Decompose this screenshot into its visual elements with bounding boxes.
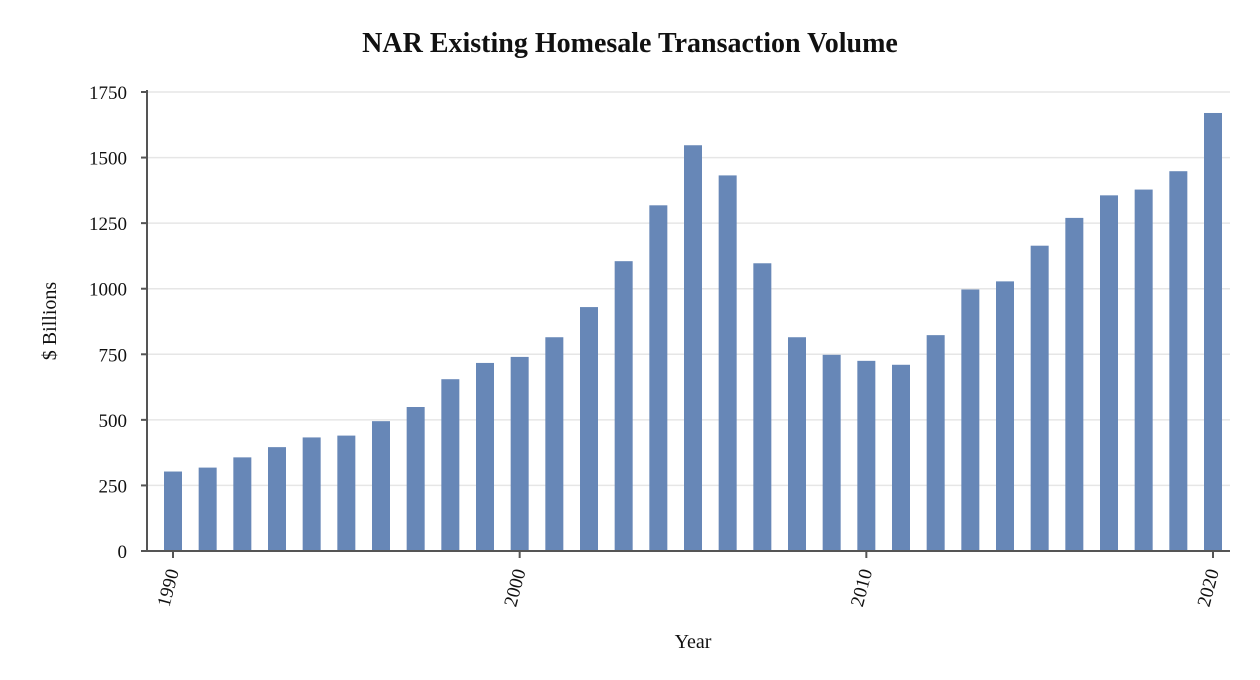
bar-2011: [892, 364, 910, 551]
x-tick-label: 2000: [500, 567, 530, 609]
bar-2017: [1100, 195, 1118, 551]
chart-title: NAR Existing Homesale Transaction Volume: [362, 28, 898, 59]
y-tick-label: 750: [99, 345, 128, 366]
bar-2006: [718, 175, 737, 551]
x-axis-ticks: 1990 2000 2010 2020: [154, 551, 1224, 609]
bar-2000: [510, 356, 529, 551]
bar-2020: [1204, 112, 1222, 552]
bar-1994: [302, 437, 321, 551]
axes: [146, 90, 1230, 552]
bar-2007: [753, 263, 772, 551]
bar-2002: [580, 307, 598, 551]
bar-2016: [1065, 217, 1084, 551]
bar-1999: [476, 362, 494, 551]
bar-2014: [996, 281, 1014, 551]
y-tick-label: 500: [99, 411, 128, 432]
y-tick-label: 0: [118, 542, 128, 563]
y-tick-label: 1500: [89, 149, 127, 170]
bar-2012: [926, 335, 945, 551]
bar-1997: [406, 407, 425, 551]
bars: [164, 112, 1222, 552]
bar-1993: [268, 447, 286, 551]
bar-2015: [1030, 245, 1049, 551]
y-tick-label: 1000: [89, 280, 127, 301]
bar-1992: [233, 457, 252, 551]
bar-1996: [372, 421, 390, 551]
bar-2009: [822, 354, 841, 551]
y-axis-ticks: 0 250 500 750 1000 1250 1500 1750: [89, 83, 147, 563]
bar-1995: [337, 435, 356, 551]
bar-1991: [198, 467, 217, 551]
bar-2019: [1169, 171, 1188, 552]
bar-2001: [545, 337, 564, 551]
x-axis-title: Year: [675, 631, 712, 653]
bar-2004: [649, 205, 668, 551]
y-tick-label: 1750: [89, 83, 127, 104]
y-tick-label: 1250: [89, 214, 127, 235]
bar-2005: [684, 145, 702, 551]
bar-1998: [441, 379, 460, 551]
x-tick-label: 1990: [154, 567, 184, 609]
y-tick-label: 250: [99, 476, 128, 497]
y-axis-title: $ Billions: [39, 282, 61, 361]
bar-1990: [164, 471, 182, 551]
x-tick-label: 2020: [1194, 567, 1224, 609]
x-tick-label: 2010: [847, 567, 877, 609]
bar-2018: [1134, 189, 1153, 551]
bar-2010: [857, 360, 876, 551]
bar-2003: [614, 261, 633, 551]
bar-2008: [788, 337, 806, 551]
bar-2013: [961, 289, 980, 551]
